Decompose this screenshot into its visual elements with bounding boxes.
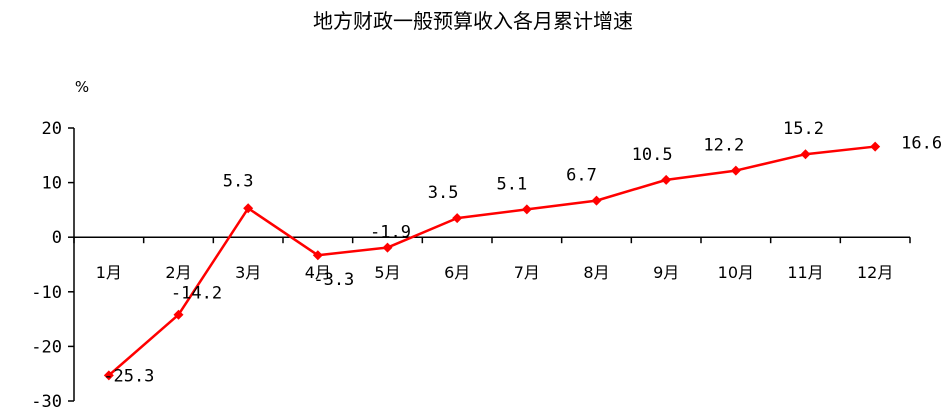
x-tick-label: 9月 (653, 263, 679, 282)
data-point (243, 203, 254, 214)
data-point (103, 370, 114, 381)
data-label: 15.2 (783, 119, 824, 139)
data-label: 12.2 (703, 136, 744, 156)
data-label: 5.3 (223, 171, 254, 191)
x-tick-label: 11月 (787, 263, 823, 282)
x-tick-label: 3月 (235, 263, 261, 282)
data-point (312, 250, 323, 261)
data-label: -1.9 (370, 223, 411, 243)
y-tick-label: -30 (31, 392, 62, 412)
y-tick-label: 0 (52, 228, 62, 248)
series-line (108, 145, 876, 377)
x-tick-label: 1月 (96, 263, 122, 282)
data-label: 3.5 (428, 183, 459, 203)
x-tick-label: 10月 (718, 263, 754, 282)
y-tick-label: -10 (31, 283, 62, 303)
y-tick-label: 10 (42, 174, 62, 194)
data-point (521, 204, 532, 215)
x-tick-label: 4月 (305, 263, 331, 282)
data-label: -3.3 (313, 270, 354, 290)
data-label: -14.2 (171, 284, 222, 304)
data-label: 5.1 (496, 174, 527, 194)
data-label: 10.5 (632, 145, 673, 165)
data-point (870, 141, 881, 152)
x-tick-label: 5月 (374, 263, 400, 282)
data-label: -25.3 (103, 366, 154, 386)
y-axis-unit: % (75, 78, 89, 96)
y-tick-label: 20 (42, 119, 62, 139)
data-point (452, 213, 463, 224)
data-point (661, 174, 672, 185)
chart-title: 地方财政一般预算收入各月累计增速 (313, 9, 633, 33)
data-point (382, 242, 393, 253)
x-tick-label: 8月 (583, 263, 609, 282)
data-point (800, 149, 811, 160)
data-label: 6.7 (566, 166, 597, 186)
x-tick-label: 6月 (444, 263, 470, 282)
data-point (173, 309, 184, 320)
data-point (730, 165, 741, 176)
axes: 20 10 0 -10 -20 -30 1月 2月 3月 4月 5月 6月 7月 8月 9月 10月 11月 12… (31, 119, 911, 412)
x-tick-label: 12月 (857, 263, 893, 282)
y-tick-label: -20 (31, 337, 62, 357)
x-tick-label: 7月 (514, 263, 540, 282)
data-point (591, 195, 602, 206)
series-group: -25.3 -14.2 5.3 -3.3 -1.9 3.5 5.1 6.7 10.5 12.2 15… (103, 119, 942, 386)
x-tick-label: 2月 (165, 263, 191, 282)
data-label: 16.6 (901, 134, 942, 154)
